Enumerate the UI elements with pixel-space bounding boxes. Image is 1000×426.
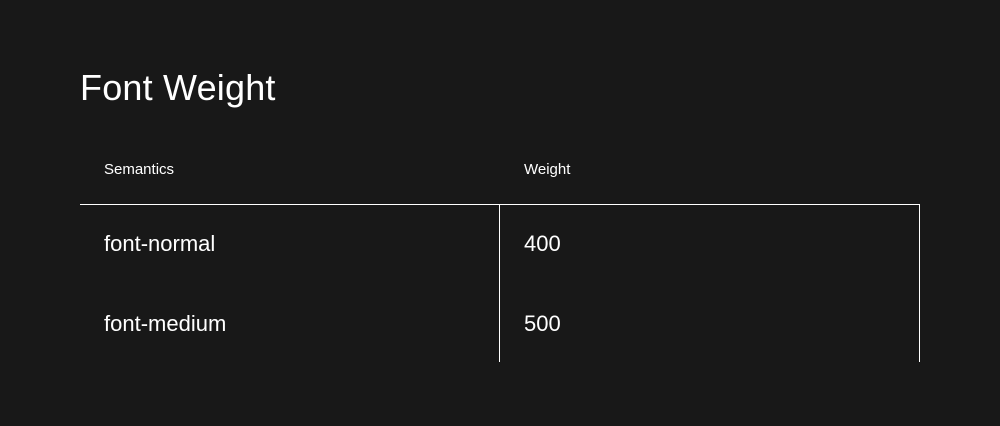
font-weight-table: Semantics Weight font-normal 400 font-me… xyxy=(80,136,920,362)
page-title: Font Weight xyxy=(80,67,276,108)
header-weight: Weight xyxy=(524,161,571,178)
table-right-border xyxy=(919,205,920,362)
column-divider xyxy=(499,205,500,362)
table-header-row: Semantics Weight xyxy=(80,136,920,205)
table-body: font-normal 400 font-medium 500 xyxy=(80,205,920,362)
cell-semantic: font-medium xyxy=(104,311,227,336)
cell-weight: 500 xyxy=(524,311,561,336)
cell-weight: 400 xyxy=(524,231,561,256)
table-row: font-medium 500 xyxy=(80,285,920,365)
cell-semantic: font-normal xyxy=(104,231,216,256)
header-semantics: Semantics xyxy=(104,161,175,178)
table-row: font-normal 400 xyxy=(80,205,920,285)
